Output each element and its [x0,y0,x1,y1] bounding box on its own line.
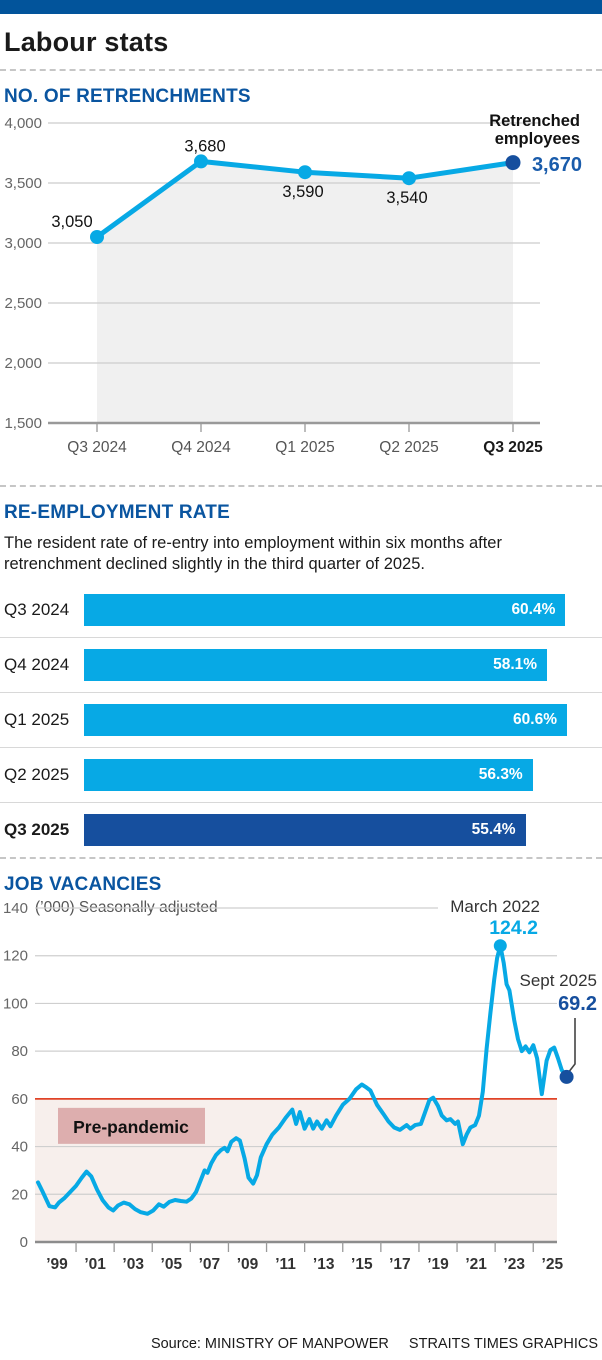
bar-row-q4-2024: Q4 2024 58.1% [0,637,602,692]
svg-text:March 2022: March 2022 [450,897,540,916]
svg-text:Retrenched: Retrenched [489,112,580,130]
svg-text:3,000: 3,000 [4,235,42,252]
bar-fill: 58.1% [84,649,548,681]
svg-text:’19: ’19 [427,1256,449,1273]
svg-text:120: 120 [3,948,28,965]
svg-text:employees: employees [495,130,580,148]
svg-text:2,500: 2,500 [4,295,42,312]
page-title: Labour stats [4,27,169,57]
bar-category-label: Q1 2025 [4,710,70,729]
svg-text:Q2 2025: Q2 2025 [379,439,438,456]
vacancies-heading: JOB VACANCIES [4,874,162,895]
retrenchments-line-chart: 4,000 3,500 3,000 2,500 2,000 1,500 Q3 2024 Q4 … [4,112,582,456]
svg-text:20: 20 [11,1186,28,1203]
section-reemployment: RE-EMPLOYMENT RATE The resident rate of … [0,485,602,857]
svg-text:Q1 2025: Q1 2025 [275,439,334,456]
reemployment-description: The resident rate of re-entry into emplo… [4,534,502,573]
bar-value-label: 60.6% [513,711,557,728]
svg-text:’13: ’13 [313,1256,335,1273]
svg-text:’25: ’25 [542,1256,564,1273]
svg-text:Sept 2025: Sept 2025 [519,971,597,990]
bar-category-label: Q3 2024 [4,600,70,619]
bar-category-label: Q2 2025 [4,765,70,784]
svg-text:3,500: 3,500 [4,175,42,192]
vacancies-line-chart: (’000) Seasonally adjusted14012010080604… [3,897,597,1273]
svg-text:1,500: 1,500 [4,415,42,432]
svg-text:Q4 2024: Q4 2024 [171,439,231,456]
reemployment-heading: RE-EMPLOYMENT RATE [4,502,230,523]
svg-text:’05: ’05 [161,1256,183,1273]
svg-text:140: 140 [3,900,28,917]
bar-row-q2-2025: Q2 2025 56.3% [0,747,602,802]
section-vacancies: JOB VACANCIES (’000) Seasonally adjusted… [0,857,602,1301]
bar-fill: 56.3% [84,759,533,791]
svg-text:2,000: 2,000 [4,355,42,372]
svg-text:’03: ’03 [122,1256,144,1273]
bar-category-label: Q4 2024 [4,655,70,674]
svg-text:’17: ’17 [389,1256,411,1273]
source-text: Source: MINISTRY OF MANPOWER [150,1336,389,1352]
bar-fill: 60.4% [84,594,566,626]
bar-value-label: 56.3% [478,766,523,783]
svg-text:3,050: 3,050 [51,213,92,231]
masthead-bar [0,0,602,14]
bar-fill: 55.4% [84,814,526,846]
svg-text:’99: ’99 [46,1256,68,1273]
svg-text:3,590: 3,590 [282,183,323,201]
svg-text:69.2: 69.2 [558,993,597,1015]
svg-text:Pre-pandemic: Pre-pandemic [73,1117,189,1137]
svg-text:’15: ’15 [351,1256,373,1273]
bar-row-q3-2024: Q3 2024 60.4% [0,583,602,637]
bar-value-label: 60.4% [511,601,556,618]
svg-text:80: 80 [11,1043,28,1060]
svg-text:’23: ’23 [503,1256,525,1273]
svg-text:0: 0 [20,1234,28,1251]
bar-fill: 60.6% [84,704,567,736]
svg-text:3,540: 3,540 [386,189,427,207]
svg-text:’07: ’07 [199,1256,221,1273]
source-credit: Source: MINISTRY OF MANPOWER STRAITS TIM… [151,1336,598,1352]
svg-text:’09: ’09 [237,1256,259,1273]
svg-text:’11: ’11 [275,1256,296,1273]
svg-text:124.2: 124.2 [489,917,538,939]
svg-text:60: 60 [11,1091,28,1108]
svg-text:Q3 2024: Q3 2024 [67,439,127,456]
reemployment-bar-chart: Q3 2024 60.4% Q4 2024 58.1% Q1 2025 60.6% Q2 2… [0,583,602,857]
section-retrenchments: NO. OF RETRENCHMENTS 4,000 3,500 3,000 2,50… [0,69,602,485]
svg-text:3,670: 3,670 [532,154,582,176]
retrenchments-heading: NO. OF RETRENCHMENTS [4,86,251,107]
credit-text: STRAITS TIMES GRAPHICS [408,1336,598,1352]
bar-category-label: Q3 2025 [4,820,70,839]
svg-text:40: 40 [11,1139,28,1156]
svg-text:’21: ’21 [465,1256,487,1273]
bar-row-q3-2025: Q3 2025 55.4% [0,802,602,857]
svg-text:100: 100 [3,995,28,1012]
bar-row-q1-2025: Q1 2025 60.6% [0,692,602,747]
svg-text:4,000: 4,000 [4,115,42,132]
svg-text:’01: ’01 [84,1256,106,1273]
svg-text:Q3 2025: Q3 2025 [483,439,543,456]
bar-value-label: 58.1% [493,656,538,673]
svg-text:3,680: 3,680 [184,137,225,155]
bar-value-label: 55.4% [471,821,516,838]
